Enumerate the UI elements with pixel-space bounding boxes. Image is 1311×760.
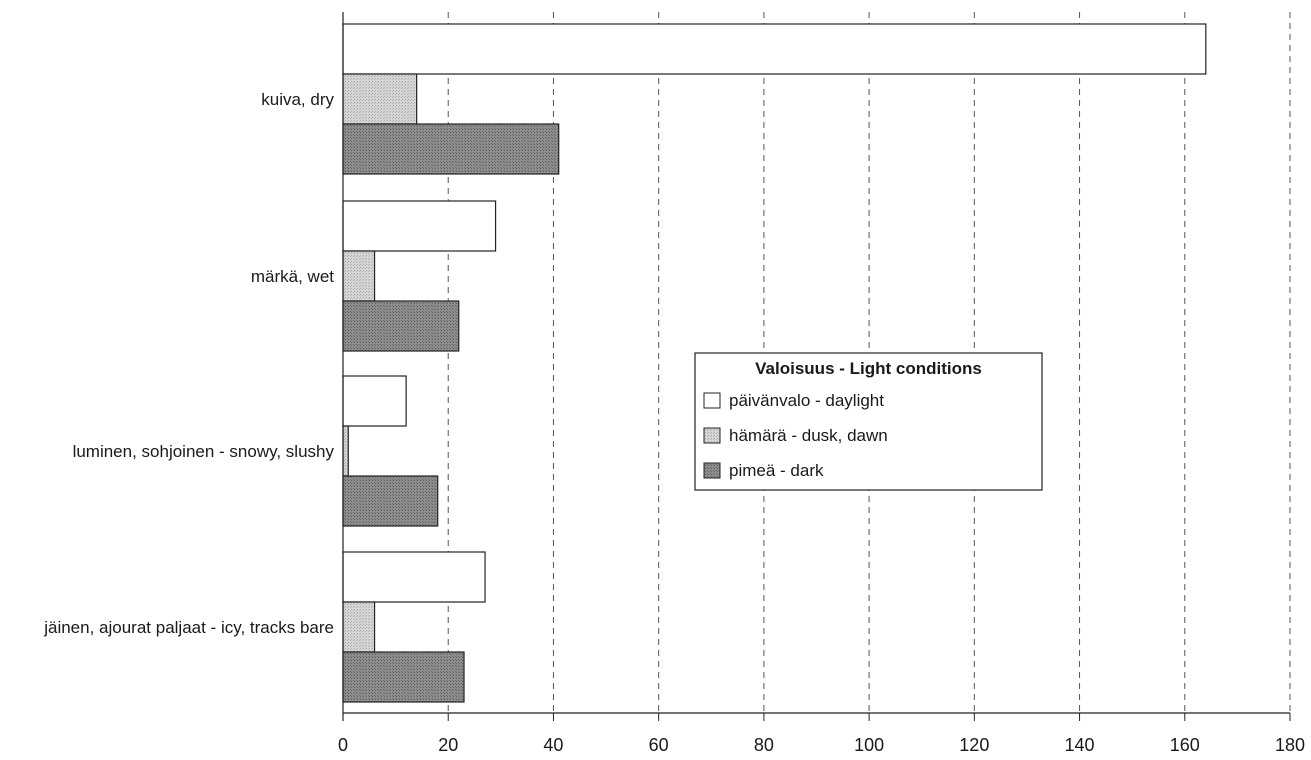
bar-daylight-4 <box>342 551 486 603</box>
x-tick-labels: 0 20 40 60 80 100 120 140 160 180 <box>338 735 1305 755</box>
axes <box>342 12 1291 721</box>
tick-label: 40 <box>543 735 563 755</box>
bar-daylight-1 <box>342 23 1207 75</box>
legend-label-dusk-dawn: hämärä - dusk, dawn <box>729 426 888 445</box>
category-label: jäinen, ajourat paljaat - icy, tracks ba… <box>43 618 334 637</box>
bars <box>342 23 1207 703</box>
tick-label: 80 <box>754 735 774 755</box>
legend-box <box>694 352 1043 491</box>
bar-daylight-3 <box>342 375 407 427</box>
bar-dusk-dawn-3 <box>342 425 349 477</box>
legend-swatch-dark <box>703 462 721 479</box>
tick-label: 0 <box>338 735 348 755</box>
tick-label: 100 <box>854 735 884 755</box>
bar-dark-2 <box>342 300 460 352</box>
tick-label: 20 <box>438 735 458 755</box>
bar-daylight-2 <box>342 200 497 252</box>
bar-dark-1 <box>342 123 560 175</box>
tick-label: 160 <box>1170 735 1200 755</box>
bar-dark-3 <box>342 475 439 527</box>
legend-swatch-dusk-dawn <box>703 427 721 444</box>
tick-label: 60 <box>649 735 669 755</box>
legend-label-daylight: päivänvalo - daylight <box>729 391 884 410</box>
category-label: kuiva, dry <box>261 90 334 109</box>
category-labels: kuiva, dry märkä, wet luminen, sohjoinen -… <box>43 90 334 637</box>
bar-dusk-dawn-1 <box>342 73 418 125</box>
legend: Valoisuus - Light conditions päivänvalo -… <box>694 352 1043 491</box>
tick-label: 120 <box>959 735 989 755</box>
bar-dark-4 <box>342 651 465 703</box>
legend-title: Valoisuus - Light conditions <box>755 359 982 378</box>
legend-swatch-daylight <box>703 392 721 409</box>
category-label: märkä, wet <box>251 267 334 286</box>
tick-label: 180 <box>1275 735 1305 755</box>
bar-dusk-dawn-4 <box>342 601 376 653</box>
tick-label: 140 <box>1065 735 1095 755</box>
legend-label-dark: pimeä - dark <box>729 461 824 480</box>
category-label: luminen, sohjoinen - snowy, slushy <box>73 442 335 461</box>
bar-dusk-dawn-2 <box>342 250 376 302</box>
